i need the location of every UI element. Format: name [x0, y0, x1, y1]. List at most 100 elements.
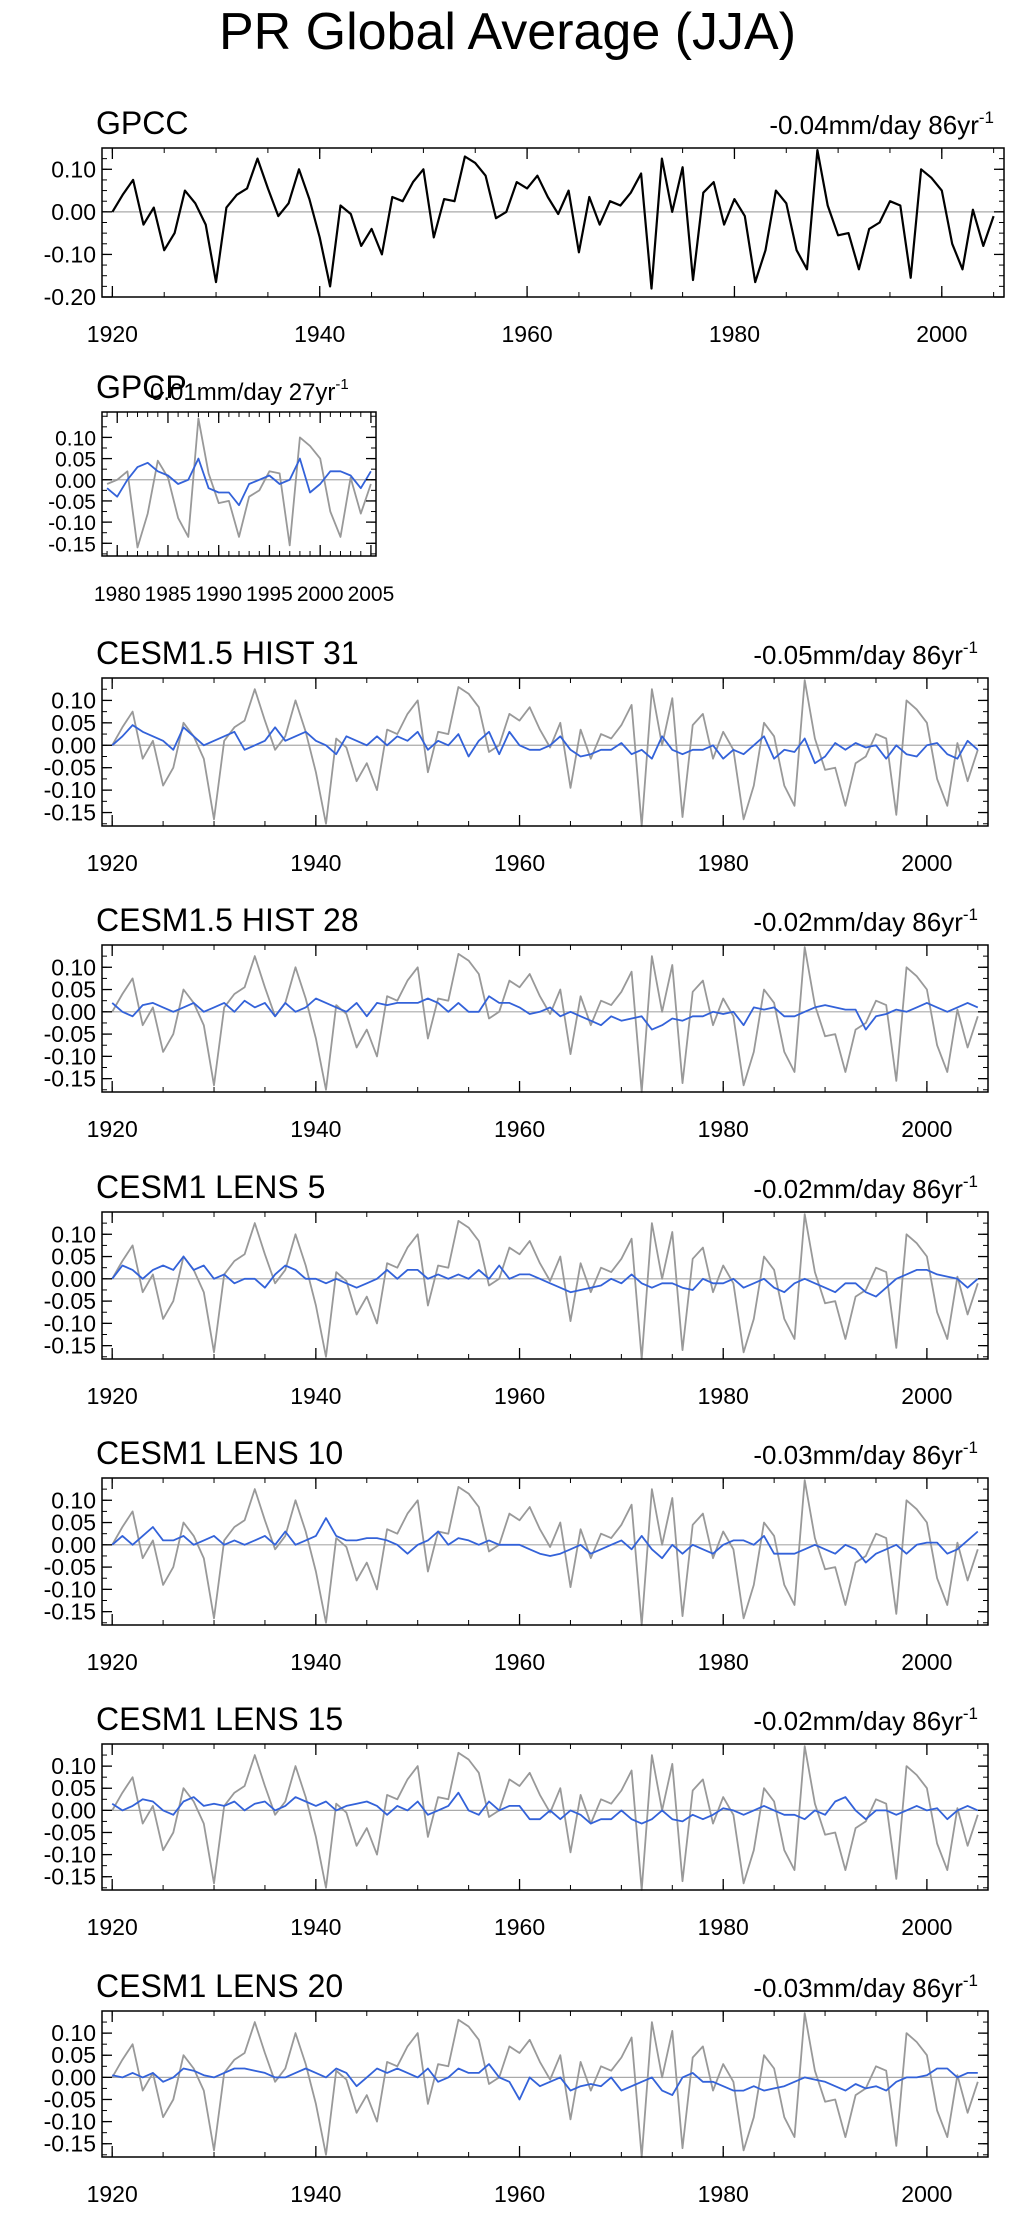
x-tick-label: 1920 [87, 2181, 138, 2207]
y-tick-label: 0.05 [51, 977, 96, 1003]
y-tick-label: -0.05 [44, 2086, 96, 2112]
panel-7: CESM1 LENS 15 -0.02mm/day 86yr-1 0.100.050… [44, 1701, 989, 1940]
x-tick-label: 1920 [87, 321, 138, 347]
series-line-gpcc [111, 149, 995, 290]
y-tick-label: -0.10 [44, 2109, 96, 2135]
y-tick-label: -0.15 [44, 2131, 96, 2157]
panel-title: GPCC [96, 105, 188, 141]
panel-4: CESM1.5 HIST 28 -0.02mm/day 86yr-10.100.0… [44, 902, 989, 1142]
y-tick-label: 0.05 [55, 449, 96, 472]
series-line-gpcc [111, 2012, 979, 2158]
trend-exponent: -1 [963, 905, 978, 924]
series-line-gpcc [111, 1213, 979, 1360]
x-tick-label: 1980 [698, 1649, 749, 1675]
y-tick-label: -0.10 [44, 1576, 96, 1602]
y-tick-label: 0.10 [51, 954, 96, 980]
y-tick-label: -0.10 [44, 1842, 96, 1868]
y-tick-label: 0.10 [51, 2020, 96, 2046]
trend-value: -0.02mm/day 86yr [753, 1174, 963, 1204]
series-line-cesm1-lens-10 [111, 1517, 979, 1564]
x-tick-label: 1940 [290, 1914, 341, 1940]
panel-3: CESM1.5 HIST 31 -0.05mm/day 86yr-10.100.0… [44, 635, 989, 876]
trend-exponent: -1 [335, 376, 348, 393]
y-tick-label: 0.05 [51, 1775, 96, 1801]
y-tick-label: -0.15 [44, 1599, 96, 1625]
y-tick-label: -0.10 [48, 512, 96, 535]
panel-title: CESM1 LENS 5 [96, 1169, 325, 1205]
series-line-gpcc [111, 1479, 979, 1626]
trend-value: -0.05mm/day 86yr [753, 640, 963, 670]
figure-title: PR Global Average (JJA) [218, 3, 797, 61]
x-tick-label: 1940 [290, 1116, 341, 1142]
x-tick-label: 1980 [698, 850, 749, 876]
y-tick-label: 0.10 [51, 1487, 96, 1513]
x-tick-label: 2000 [901, 1383, 952, 1409]
y-tick-label: -0.05 [44, 1288, 96, 1314]
x-tick-label: 1990 [195, 583, 242, 606]
trend-exponent: -1 [963, 1172, 978, 1191]
series-line-gpcc [111, 946, 979, 1093]
x-tick-label: 1960 [494, 1914, 545, 1940]
trend-value: -0.03mm/day 86yr [753, 1973, 963, 2003]
y-tick-label: 0.05 [51, 1244, 96, 1270]
panel-title: CESM1 LENS 10 [96, 1435, 343, 1471]
trend-annotation: -0.03mm/day 86yr-1 [753, 1971, 978, 2003]
series-line-cesm1-5-hist-28 [111, 995, 979, 1031]
x-tick-label: 1980 [698, 1116, 749, 1142]
y-tick-label: 0.00 [51, 1266, 96, 1292]
y-tick-label: -0.15 [44, 1333, 96, 1359]
x-tick-label: 2005 [348, 583, 395, 606]
y-tick-label: -0.05 [44, 1819, 96, 1845]
y-tick-label: -0.10 [44, 777, 96, 803]
y-tick-label: 0.00 [51, 732, 96, 758]
x-tick-label: 1995 [246, 583, 293, 606]
y-tick-label: -0.05 [44, 1554, 96, 1580]
trend-annotation: -0.05mm/day 86yr-1 [753, 638, 978, 670]
panel-6: CESM1 LENS 10 -0.03mm/day 86yr-1 0.100.050… [44, 1435, 989, 1675]
y-tick-label: 0.00 [51, 2064, 96, 2090]
panel-title: CESM1.5 HIST 28 [96, 902, 359, 938]
x-tick-label: 1940 [290, 850, 341, 876]
y-tick-label: 0.00 [51, 999, 96, 1025]
series-line-gpcp [106, 457, 372, 507]
x-tick-label: 1920 [87, 1116, 138, 1142]
x-tick-label: 1980 [698, 1914, 749, 1940]
x-tick-label: 1940 [290, 1383, 341, 1409]
series-line-cesm1-5-hist-31 [111, 724, 979, 765]
trend-annotation: -0.02mm/day 86yr-1 [753, 905, 978, 937]
trend-annotation: -0.02mm/day 86yr-1 [753, 1704, 978, 1736]
plot-frame [101, 1211, 989, 1360]
plot-frame [101, 1477, 989, 1626]
x-tick-label: 1960 [494, 1383, 545, 1409]
x-tick-label: 2000 [901, 1116, 952, 1142]
panel-8: CESM1 LENS 20 -0.03mm/day 86yr-1 0.100.050… [44, 1968, 989, 2207]
trend-exponent: -1 [963, 1971, 978, 1990]
y-tick-label: 0.10 [51, 1221, 96, 1247]
y-tick-label: -0.20 [44, 284, 96, 310]
series-line-gpcc [111, 1745, 979, 1891]
plot-frame [101, 677, 989, 827]
plot-frame [101, 944, 989, 1093]
y-tick-label: -0.05 [48, 491, 96, 514]
y-tick-label: -0.15 [48, 533, 96, 556]
trend-annotation: 0.01mm/day 27yr-1 [150, 376, 349, 406]
x-tick-label: 1960 [494, 1649, 545, 1675]
panel-title: CESM1.5 HIST 31 [96, 635, 359, 671]
series-line-gpcc [106, 417, 372, 549]
x-tick-label: 1920 [87, 1383, 138, 1409]
trend-annotation: -0.02mm/day 86yr-1 [753, 1172, 978, 1204]
x-tick-label: 2000 [297, 583, 344, 606]
y-tick-label: 0.00 [51, 1532, 96, 1558]
trend-annotation: -0.04mm/day 86yr-1 [769, 108, 994, 140]
trend-value: 0.01mm/day 27yr [150, 379, 335, 406]
trend-value: -0.03mm/day 86yr [753, 1440, 963, 1470]
trend-exponent: -1 [963, 1438, 978, 1457]
panel-title: CESM1 LENS 15 [96, 1701, 343, 1737]
y-tick-label: 0.05 [51, 2042, 96, 2068]
y-tick-label: -0.15 [44, 1066, 96, 1092]
x-tick-label: 1920 [87, 850, 138, 876]
panel-1: GPCC -0.04mm/day 86yr-1 0.10 0.00 -0.10 -0.20… [44, 105, 1005, 347]
x-tick-label: 1980 [709, 321, 760, 347]
